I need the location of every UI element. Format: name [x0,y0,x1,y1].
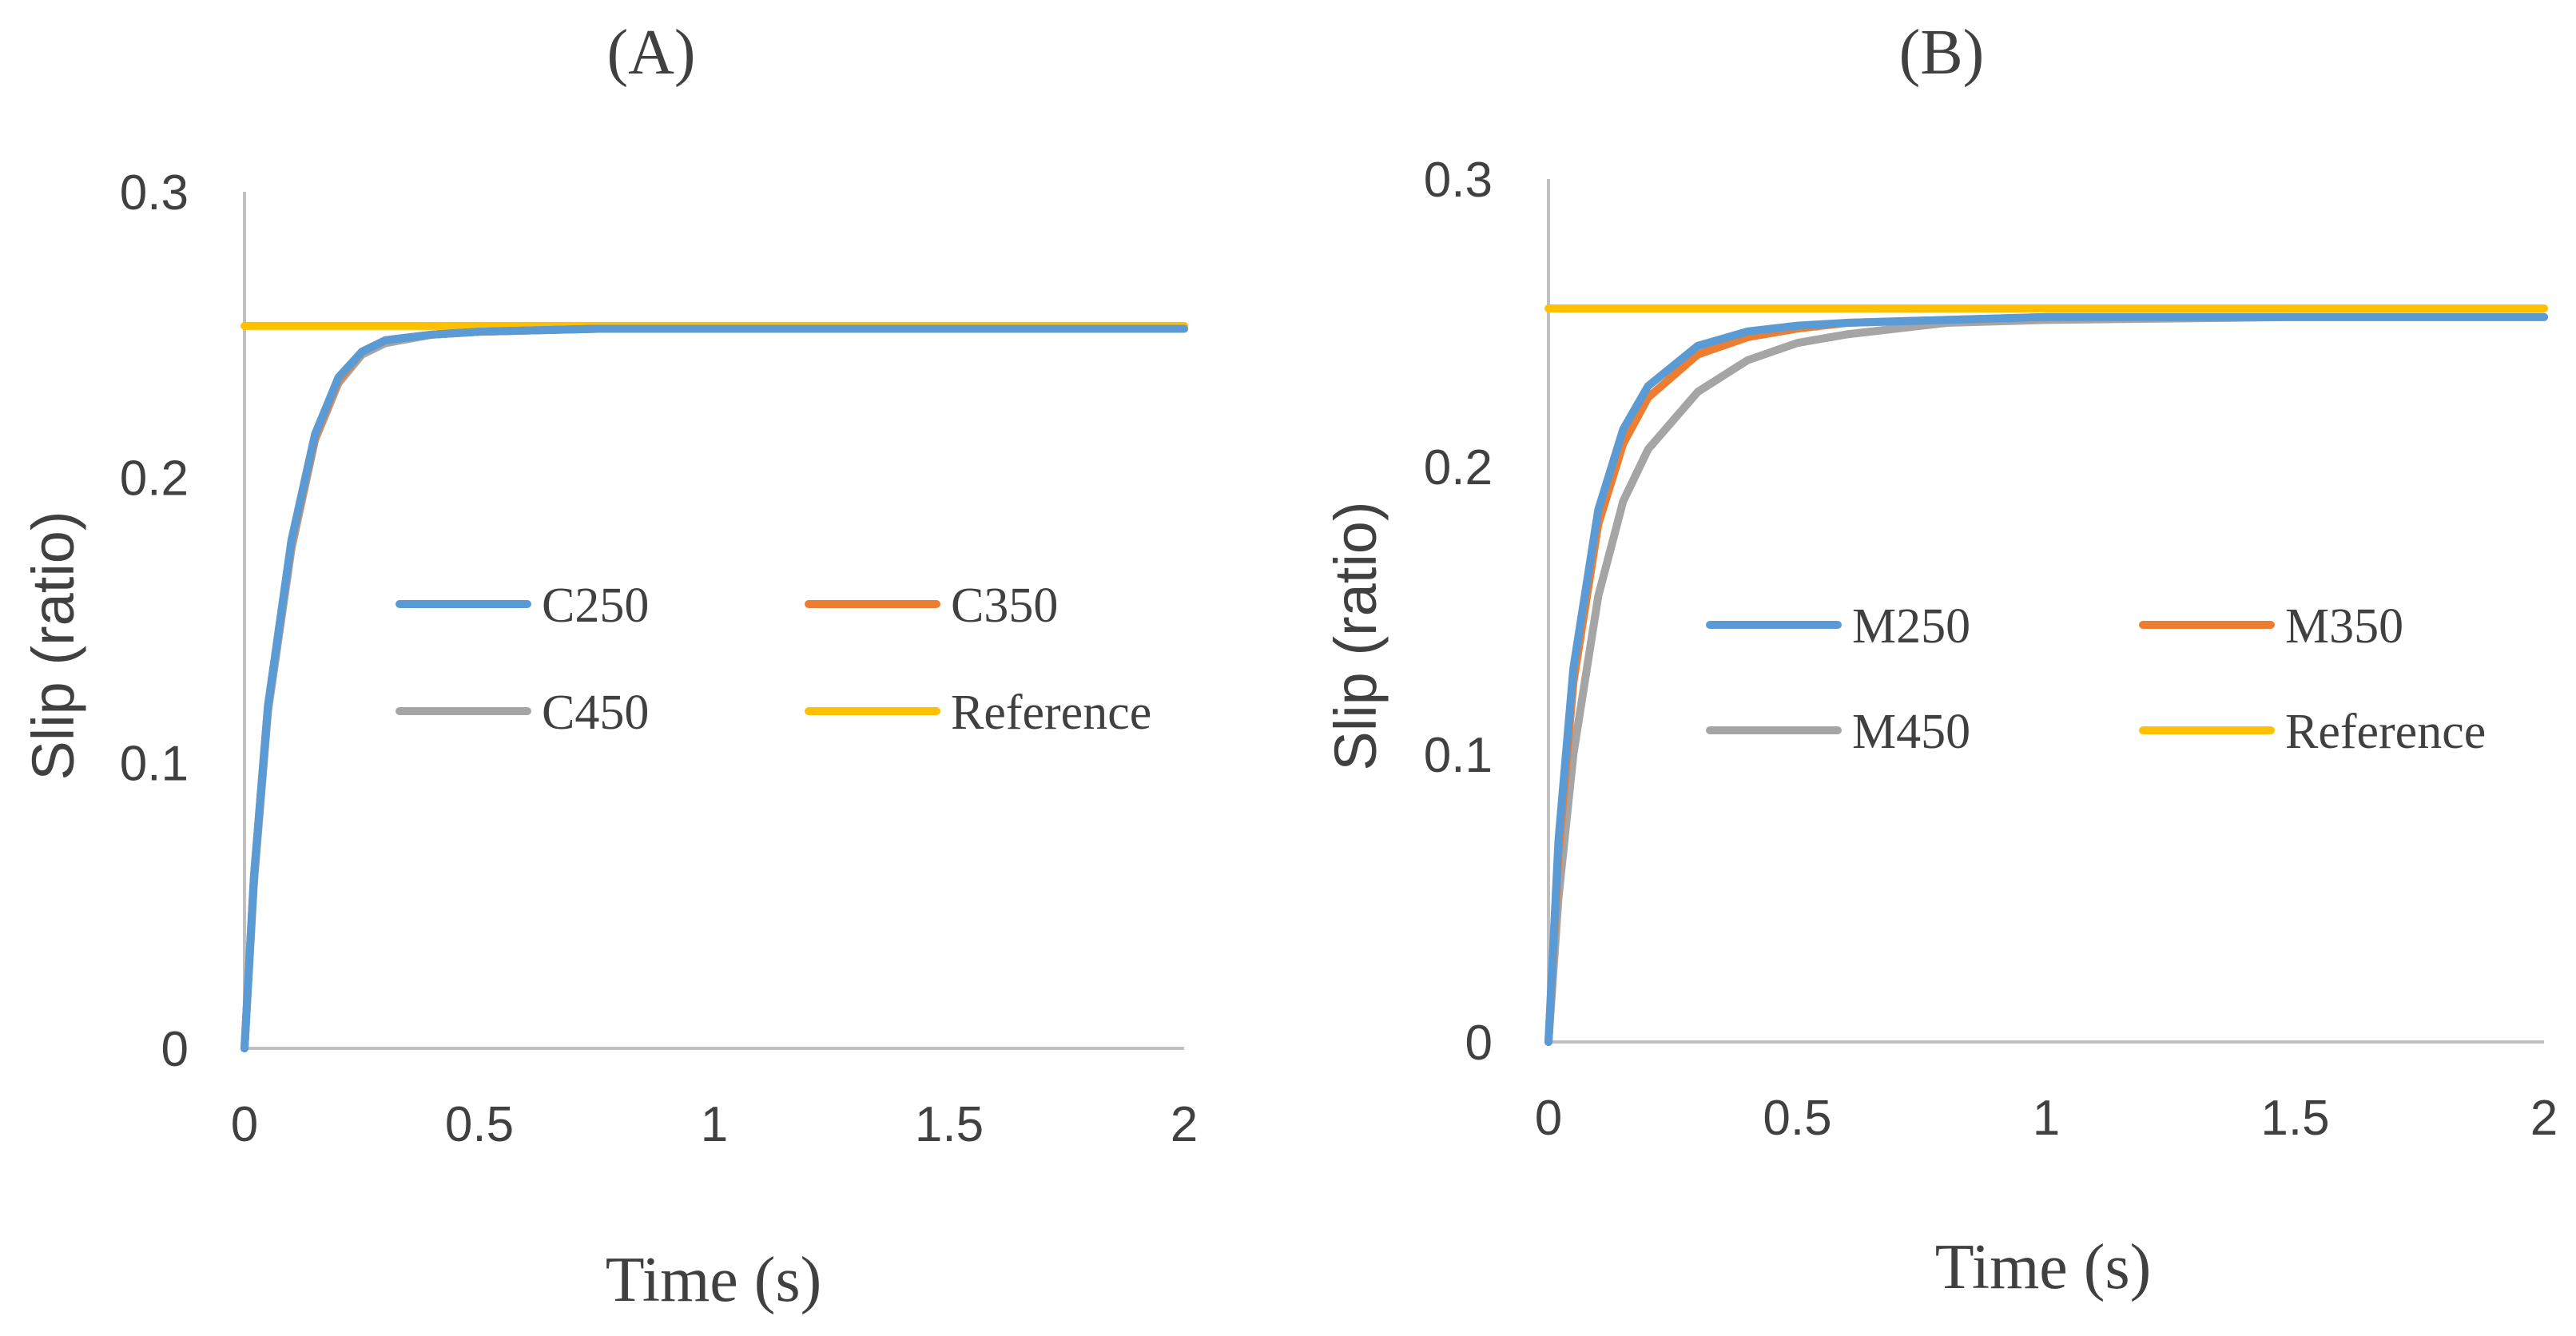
panel-b-x-tick-label: 1.5 [2260,1091,2329,1146]
panel-b-y-tick-label: 0 [1465,1016,1493,1071]
panel-a-x-axis-label: Time (s) [606,1245,821,1315]
panel-b-y-axis-label: Slip (ratio) [1322,501,1389,770]
panel-b-x-tick-label: 2 [2530,1091,2558,1146]
panel-a-legend-label-c450: C450 [542,686,649,740]
panel-a-series-line-c250 [241,324,1188,1052]
panel-a-title: (A) [606,18,695,88]
panel-b-y-tick-label: 0.2 [1424,440,1493,495]
panel-a-x-tick-label: 0.5 [445,1097,514,1152]
panel-b-y-tick-label: 0.3 [1424,153,1493,208]
panel-a: (A) Time (s) Slip (ratio) 0 0.5 1 1.5 2 0 0.1 0… [20,18,1198,1315]
panel-a-legend-label-reference: Reference [951,686,1151,740]
panel-a-x-tick-label: 1.5 [915,1097,984,1152]
panel-b-x-tick-label: 0.5 [1763,1091,1831,1146]
panel-b-x-tick-label: 0 [1535,1091,1562,1146]
panel-b-legend-label-reference: Reference [2285,705,2486,759]
panel-a-y-tick-label: 0 [161,1022,189,1077]
panel-b-series-line-m450 [1544,312,2548,1046]
panel-b-series-line-m350 [1544,312,2548,1046]
panel-a-y-tick-label: 0.3 [120,165,189,221]
panel-b: (B) Time (s) Slip (ratio) 0 0.5 1 1.5 2 0 0.1 0… [1322,18,2558,1302]
panel-b-legend-label-m250: M250 [1852,599,1970,654]
panel-a-x-tick-label: 1 [701,1097,728,1152]
panel-b-series-line-m250 [1544,312,2548,1046]
panel-b-y-tick-label: 0.1 [1424,728,1493,783]
panel-a-x-tick-label: 2 [1171,1097,1198,1152]
panel-a-y-axis-label: Slip (ratio) [20,511,86,780]
panel-a-legend-label-c350: C350 [951,579,1058,633]
panel-b-x-tick-label: 1 [2033,1091,2060,1146]
panel-b-legend-label-m350: M350 [2285,599,2403,654]
panel-a-y-tick-label: 0.2 [120,451,189,506]
panel-a-legend-label-c250: C250 [542,579,649,633]
panel-b-x-axis-label: Time (s) [1935,1232,2151,1302]
panel-b-title: (B) [1899,18,1985,88]
panel-a-y-tick-label: 0.1 [120,737,189,792]
panel-a-x-tick-label: 0 [231,1097,258,1152]
panel-b-legend-label-m450: M450 [1852,705,1970,759]
